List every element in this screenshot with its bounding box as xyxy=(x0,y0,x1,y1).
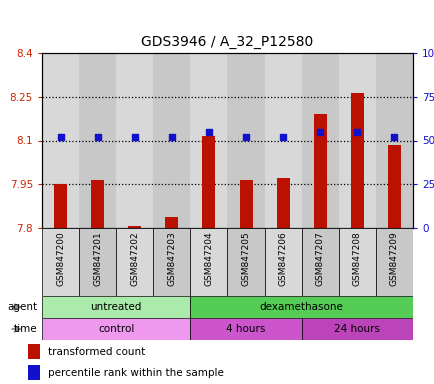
Text: agent: agent xyxy=(7,302,38,312)
Bar xyxy=(350,93,363,228)
Text: GSM847203: GSM847203 xyxy=(167,232,176,286)
Bar xyxy=(301,318,412,340)
Bar xyxy=(54,184,67,228)
Bar xyxy=(227,53,264,228)
Text: GSM847202: GSM847202 xyxy=(130,232,139,286)
Text: dexamethasone: dexamethasone xyxy=(259,302,343,312)
Bar xyxy=(28,344,40,359)
Point xyxy=(390,134,397,140)
Bar xyxy=(338,228,375,296)
Bar xyxy=(239,180,252,228)
Point xyxy=(279,134,286,140)
Bar xyxy=(42,228,79,296)
Bar xyxy=(375,53,412,228)
Text: GSM847205: GSM847205 xyxy=(241,232,250,286)
Bar xyxy=(276,178,289,228)
Bar xyxy=(202,136,215,228)
Text: percentile rank within the sample: percentile rank within the sample xyxy=(48,368,223,378)
Text: GSM847208: GSM847208 xyxy=(352,232,361,286)
Bar xyxy=(264,53,301,228)
Text: GSM847207: GSM847207 xyxy=(315,232,324,286)
Point xyxy=(205,129,212,135)
Title: GDS3946 / A_32_P12580: GDS3946 / A_32_P12580 xyxy=(141,35,313,49)
Point xyxy=(316,129,323,135)
Text: 24 hours: 24 hours xyxy=(334,324,379,334)
Text: GSM847200: GSM847200 xyxy=(56,232,65,286)
Bar xyxy=(190,318,301,340)
Bar xyxy=(165,217,178,228)
Point xyxy=(131,134,138,140)
Point xyxy=(94,134,101,140)
Point xyxy=(168,134,175,140)
Text: 4 hours: 4 hours xyxy=(226,324,265,334)
Bar xyxy=(227,228,264,296)
Point xyxy=(57,134,64,140)
Bar xyxy=(313,114,326,228)
Bar xyxy=(153,228,190,296)
Bar xyxy=(153,53,190,228)
Bar xyxy=(42,53,79,228)
Bar xyxy=(264,228,301,296)
Bar xyxy=(79,53,116,228)
Bar xyxy=(387,146,400,228)
Point xyxy=(353,129,360,135)
Point xyxy=(242,134,249,140)
Bar xyxy=(301,53,338,228)
Text: time: time xyxy=(14,324,38,334)
Bar xyxy=(116,228,153,296)
Text: untreated: untreated xyxy=(90,302,141,312)
Text: GSM847204: GSM847204 xyxy=(204,232,213,286)
Bar xyxy=(338,53,375,228)
Bar xyxy=(42,296,190,318)
Text: GSM847201: GSM847201 xyxy=(93,232,102,286)
Bar xyxy=(79,228,116,296)
Bar xyxy=(301,228,338,296)
Bar xyxy=(190,53,227,228)
Bar xyxy=(128,226,141,228)
Bar xyxy=(42,318,190,340)
Bar xyxy=(375,228,412,296)
Bar xyxy=(190,228,227,296)
Bar xyxy=(116,53,153,228)
Text: GSM847206: GSM847206 xyxy=(278,232,287,286)
Bar xyxy=(28,365,40,380)
Text: transformed count: transformed count xyxy=(48,347,145,357)
Bar xyxy=(91,180,104,228)
Text: GSM847209: GSM847209 xyxy=(389,232,398,286)
Text: control: control xyxy=(98,324,134,334)
Bar xyxy=(190,296,412,318)
